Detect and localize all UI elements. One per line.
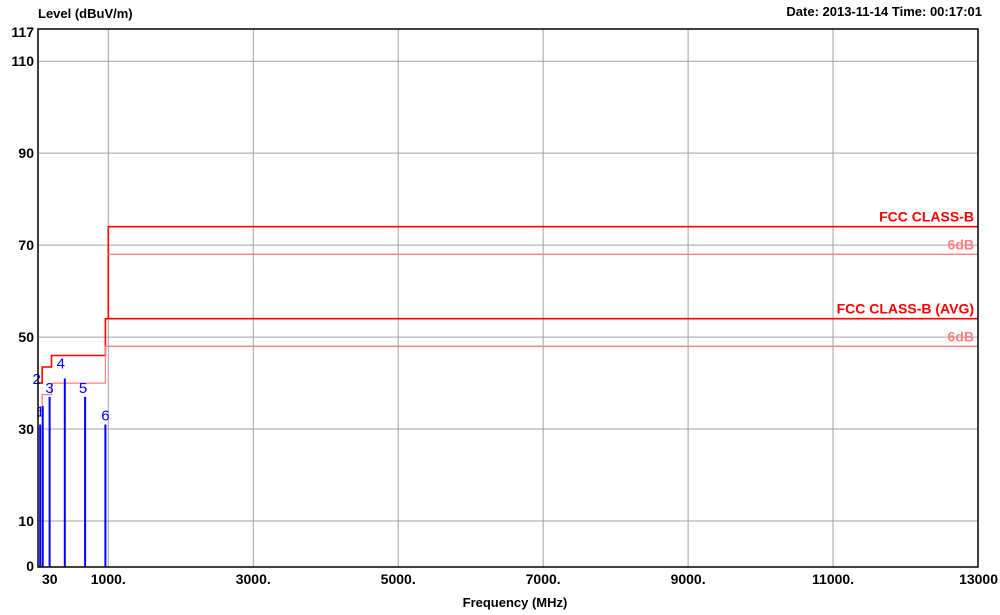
x-tick-label: 1000. (91, 571, 126, 587)
x-tick-label: 3000. (236, 571, 271, 587)
marker-label: 3 (45, 380, 53, 397)
limit-line-label: 6dB (948, 236, 974, 252)
y-tick-label: 0 (26, 558, 34, 574)
limit-lines: FCC CLASS-B 6dB FCC CLASS-B (AVG) 6dB (38, 209, 978, 412)
tick-labels: 30 1000. 3000. 5000. 7000. 9000. 11000. 1300001… (11, 24, 998, 587)
marker-label: 5 (79, 380, 87, 397)
limit-line-label: 6dB (948, 328, 974, 344)
x-tick-label: 5000. (381, 571, 416, 587)
y-axis-label: Level (dBuV/m) (38, 6, 133, 21)
x-tick-label: 11000. (812, 571, 854, 587)
marker-label: 4 (57, 355, 65, 372)
y-tick-label: 90 (18, 145, 34, 161)
y-tick-label: 117 (11, 24, 34, 40)
limit-line (38, 225, 978, 384)
y-tick-label: 10 (18, 513, 34, 529)
date-time-stamp: Date: 2013-11-14 Time: 00:17:01 (786, 4, 982, 19)
x-axis-label: Frequency (MHz) (462, 595, 568, 610)
limit-line (38, 345, 978, 412)
x-tick-label: 9000. (671, 571, 706, 587)
marker-label: 1 (36, 403, 44, 420)
x-tick-label: 7000. (526, 571, 561, 587)
y-tick-label: 70 (18, 237, 34, 253)
y-tick-label: 110 (11, 53, 34, 69)
y-tick-label: 50 (18, 329, 34, 345)
marker-label: 6 (101, 407, 109, 424)
marker-label: 2 (33, 371, 41, 388)
plot-frame (37, 28, 979, 568)
x-tick-label: 13000 (959, 571, 998, 587)
grid-lines (38, 29, 978, 567)
y-tick-label: 30 (18, 421, 34, 437)
limit-line-label: FCC CLASS-B (879, 209, 974, 225)
x-tick-label: 30 (42, 571, 58, 587)
limit-line-label: FCC CLASS-B (AVG) (837, 301, 974, 317)
